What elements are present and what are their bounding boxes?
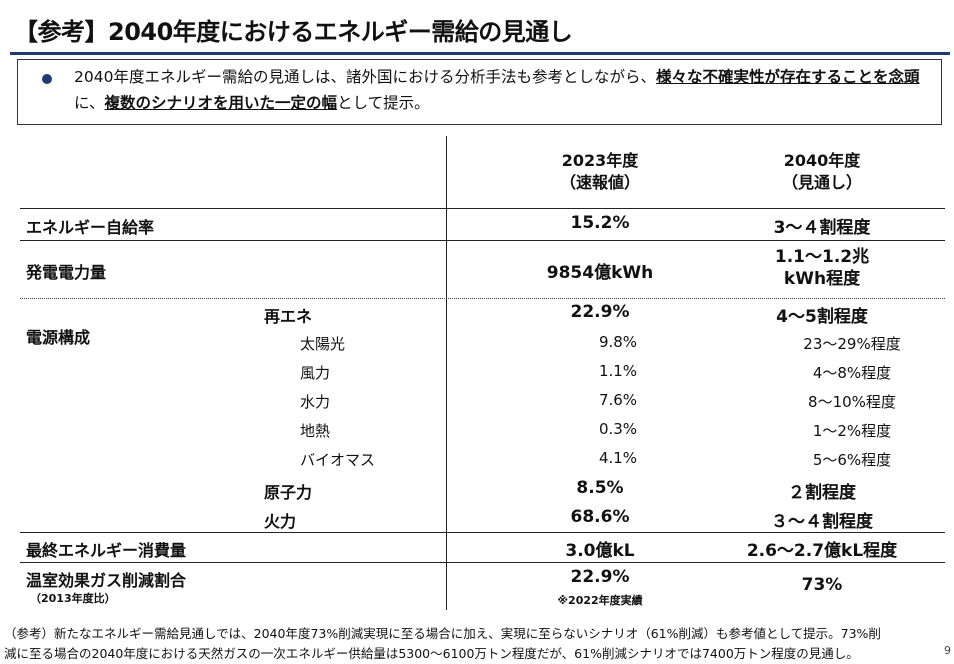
note-part1: 2040年度エネルギー需給の見通しは、諸外国における分析手法も参考としながら、 bbox=[74, 68, 656, 86]
table-rule-generation bbox=[20, 298, 945, 299]
row-label-renewable: 再エネ bbox=[264, 307, 313, 326]
footnote-line-2: 減に至る場合の2040年度における天然ガスの一次エネルギー供給量は5300～61… bbox=[4, 646, 859, 661]
row-label-generation: 発電電力量 bbox=[26, 263, 107, 282]
value-2040-thermal: ３～４割程度 bbox=[771, 512, 873, 532]
value-2040-generation-line2: kWh程度 bbox=[783, 269, 861, 289]
value-2023-hydro: 7.6% bbox=[598, 391, 638, 409]
value-2040-geothermal: 1～2%程度 bbox=[812, 422, 892, 440]
page-number: 9 bbox=[944, 644, 951, 657]
value-2040-ghg-reduction: 73% bbox=[801, 575, 843, 595]
summary-note-box: 2040年度エネルギー需給の見通しは、諸外国における分析手法も参考としながら、様… bbox=[17, 59, 942, 125]
table-rule-header bbox=[20, 208, 945, 209]
table-rule-final-consumption bbox=[20, 562, 945, 563]
value-2023-solar: 9.8% bbox=[598, 333, 638, 351]
value-2040-wind: 4～8%程度 bbox=[812, 364, 892, 382]
value-2023-ghg-reduction: 22.9% bbox=[570, 567, 630, 587]
value-2023-final-consumption: 3.0億kL bbox=[565, 541, 635, 561]
row-label-wind: 風力 bbox=[300, 364, 331, 382]
value-2040-renewable: 4～5割程度 bbox=[776, 307, 868, 327]
column-header-2023: 2023年度 （速報値） bbox=[520, 150, 680, 194]
footnote-line-1: （参考）新たなエネルギー需給見通しでは、2040年度73%削減実現に至る場合に加… bbox=[4, 626, 881, 641]
column-header-2040: 2040年度 （見通し） bbox=[742, 150, 902, 194]
value-2040-hydro: 8～10%程度 bbox=[808, 393, 896, 411]
note-part2: に、 bbox=[74, 94, 105, 112]
title-underline bbox=[10, 52, 950, 55]
row-label-self-sufficiency: エネルギー自給率 bbox=[26, 218, 155, 237]
table-rule-self-sufficiency bbox=[20, 240, 945, 241]
note-part3: として提示。 bbox=[337, 94, 430, 112]
bullet-icon bbox=[42, 74, 52, 84]
value-2040-solar: 23～29%程度 bbox=[803, 335, 901, 353]
row-label-hydro: 水力 bbox=[300, 393, 331, 411]
value-2023-biomass: 4.1% bbox=[598, 449, 638, 467]
row-label-nuclear: 原子力 bbox=[264, 483, 313, 502]
row-sublabel-ghg-base-year: （2013年度比） bbox=[30, 592, 116, 605]
value-2023-geothermal: 0.3% bbox=[598, 420, 638, 438]
value-2023-wind: 1.1% bbox=[598, 362, 638, 380]
row-label-final-consumption: 最終エネルギー消費量 bbox=[26, 541, 187, 560]
footnote: （参考）新たなエネルギー需給見通しでは、2040年度73%削減実現に至る場合に加… bbox=[4, 624, 881, 664]
summary-note-text: 2040年度エネルギー需給の見通しは、諸外国における分析手法も参考としながら、様… bbox=[74, 64, 936, 116]
value-2023-generation: 9854億kWh bbox=[546, 263, 654, 283]
value-2023-nuclear: 8.5% bbox=[576, 478, 624, 498]
value-2040-final-consumption: 2.6～2.7億kL程度 bbox=[746, 541, 898, 561]
column-header-2040-note: （見通し） bbox=[781, 173, 862, 192]
row-label-thermal: 火力 bbox=[264, 512, 297, 531]
row-label-geothermal: 地熱 bbox=[300, 422, 331, 440]
value-2023-self-sufficiency: 15.2% bbox=[570, 213, 630, 233]
page-title: 【参考】2040年度におけるエネルギー需給の見通し bbox=[14, 18, 573, 46]
note-emphasis-2: 複数のシナリオを用いた一定の幅 bbox=[104, 94, 338, 112]
value-2040-generation-line1: 1.1～1.2兆 bbox=[774, 247, 870, 267]
column-header-2023-note: （速報値） bbox=[559, 173, 640, 192]
note-emphasis-1: 様々な不確実性が存在することを念頭 bbox=[655, 68, 920, 86]
value-2040-nuclear: ２割程度 bbox=[788, 483, 856, 503]
value-2023-thermal: 68.6% bbox=[570, 507, 630, 527]
table-rule-power-mix bbox=[20, 532, 945, 533]
row-label-ghg-reduction: 温室効果ガス削減割合 bbox=[26, 571, 187, 590]
value-2040-self-sufficiency: 3～４割程度 bbox=[773, 218, 871, 238]
row-label-power-mix: 電源構成 bbox=[26, 328, 91, 347]
value-2023-ghg-note: ※2022年度実績 bbox=[557, 594, 643, 607]
table-divider-vertical bbox=[446, 136, 447, 610]
column-header-2040-year: 2040年度 bbox=[783, 151, 861, 170]
value-2040-generation: 1.1～1.2兆 kWh程度 bbox=[742, 246, 902, 290]
column-header-2023-year: 2023年度 bbox=[561, 151, 639, 170]
value-2040-biomass: 5～6%程度 bbox=[812, 451, 892, 469]
row-label-solar: 太陽光 bbox=[300, 335, 346, 353]
value-2023-renewable: 22.9% bbox=[570, 302, 630, 322]
row-label-biomass: バイオマス bbox=[300, 451, 376, 469]
